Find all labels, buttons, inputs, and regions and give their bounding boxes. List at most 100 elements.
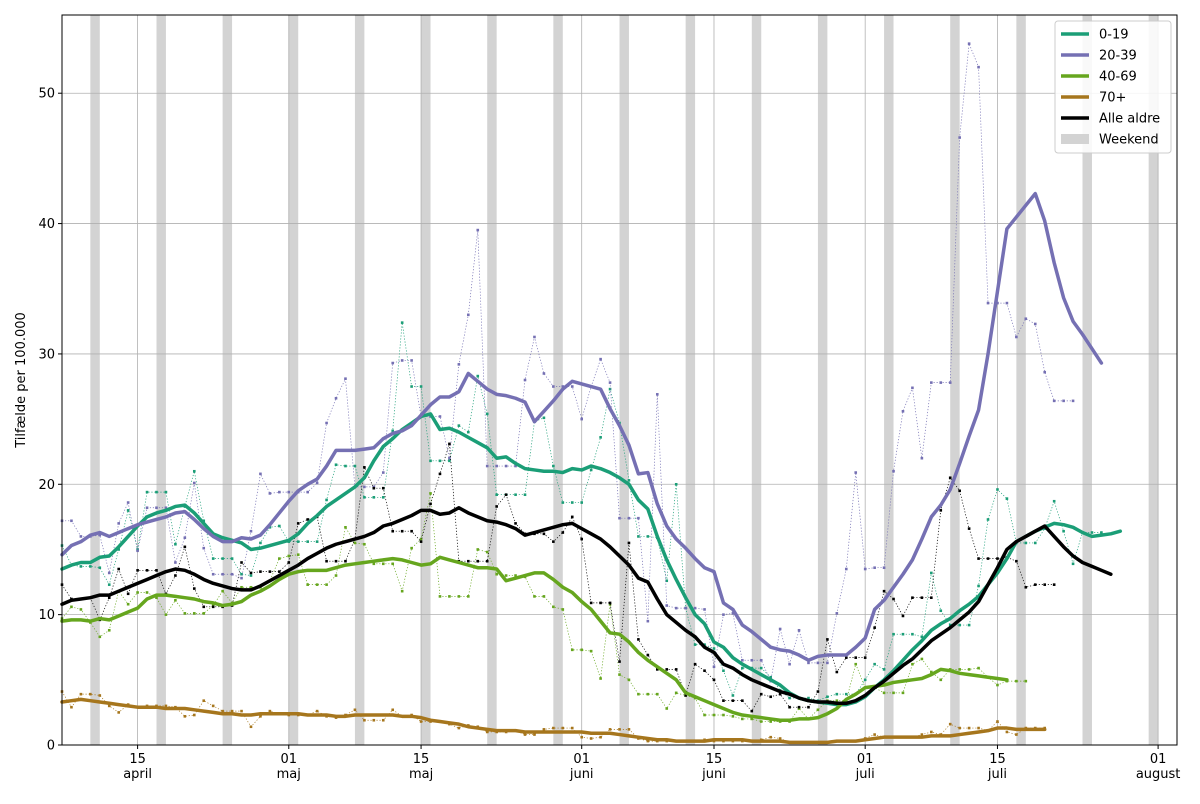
daily-point-40-69 <box>977 666 980 670</box>
daily-line-20-39 <box>62 43 1074 683</box>
daily-point-20-39 <box>778 627 782 631</box>
daily-point-40-69 <box>930 670 933 674</box>
daily-point-alle-aldre <box>107 596 111 599</box>
daily-point-70 <box>89 692 92 696</box>
daily-point-70 <box>599 735 602 739</box>
daily-point-alle-aldre <box>882 589 886 593</box>
daily-point-alle-aldre <box>296 522 300 525</box>
daily-point-0-19 <box>457 424 461 427</box>
daily-point-40-69 <box>580 648 584 652</box>
daily-point-20-39 <box>693 606 697 610</box>
x-tick-label: 15 april <box>123 752 152 782</box>
daily-point-alle-aldre <box>646 653 650 657</box>
daily-point-0-19 <box>419 385 423 388</box>
daily-point-70 <box>589 737 593 740</box>
daily-point-20-39 <box>637 516 640 520</box>
daily-point-alle-aldre <box>996 557 999 560</box>
daily-point-20-39 <box>1005 301 1009 305</box>
daily-point-20-39 <box>145 506 149 510</box>
daily-point-0-19 <box>996 488 999 491</box>
daily-point-20-39 <box>164 506 168 510</box>
daily-point-alle-aldre <box>977 557 980 560</box>
daily-point-20-39 <box>892 469 895 473</box>
daily-point-40-69 <box>145 591 149 594</box>
daily-point-40-69 <box>183 612 187 615</box>
daily-point-20-39 <box>1024 317 1028 321</box>
daily-point-40-69 <box>741 717 744 721</box>
daily-point-0-19 <box>977 584 980 588</box>
daily-point-40-69 <box>911 662 914 666</box>
daily-point-20-39 <box>117 522 120 525</box>
daily-point-20-39 <box>183 536 187 540</box>
daily-point-70 <box>70 705 73 709</box>
daily-point-alle-aldre <box>1052 583 1056 586</box>
weekend-band <box>354 15 365 745</box>
daily-point-20-39 <box>400 359 404 362</box>
weekend-band <box>1016 15 1026 745</box>
daily-point-20-39 <box>873 566 876 570</box>
daily-point-70 <box>419 720 423 723</box>
daily-point-70 <box>977 726 980 730</box>
daily-point-40-69 <box>164 613 168 616</box>
daily-point-70 <box>769 735 772 739</box>
daily-point-40-69 <box>495 572 498 576</box>
daily-point-20-39 <box>533 335 536 339</box>
daily-point-alle-aldre <box>1024 585 1028 589</box>
daily-point-20-39 <box>514 464 517 468</box>
daily-point-20-39 <box>674 606 678 610</box>
daily-point-alle-aldre <box>438 472 442 476</box>
daily-point-70 <box>107 704 111 708</box>
daily-point-40-69 <box>363 542 366 546</box>
daily-point-40-69 <box>126 602 130 606</box>
daily-point-40-69 <box>202 612 206 615</box>
daily-point-20-39 <box>410 359 413 362</box>
daily-point-alle-aldre <box>608 601 612 605</box>
legend-swatch-weekend <box>1061 134 1089 144</box>
daily-point-0-19 <box>1052 499 1056 503</box>
daily-point-0-19 <box>315 540 319 543</box>
daily-point-20-39 <box>627 516 631 520</box>
daily-point-0-19 <box>901 632 905 636</box>
daily-point-0-19 <box>221 557 224 560</box>
daily-point-alle-aldre <box>268 570 272 573</box>
plot-frame <box>61 14 1178 746</box>
daily-point-20-39 <box>741 658 744 662</box>
daily-point-0-19 <box>646 535 650 538</box>
daily-point-0-19 <box>523 493 527 497</box>
daily-point-70 <box>363 718 366 722</box>
daily-point-70 <box>183 715 187 718</box>
daily-point-70 <box>533 733 536 736</box>
daily-point-0-19 <box>514 493 517 497</box>
daily-point-70 <box>778 737 782 740</box>
daily-point-40-69 <box>344 526 347 529</box>
daily-point-20-39 <box>977 65 980 69</box>
daily-point-alle-aldre <box>400 529 404 533</box>
daily-point-40-69 <box>712 713 716 717</box>
daily-point-20-39 <box>826 661 829 665</box>
daily-point-40-69 <box>467 595 470 598</box>
daily-point-alle-aldre <box>325 559 328 563</box>
weekend-band <box>884 15 894 745</box>
daily-point-0-19 <box>240 572 243 576</box>
daily-point-40-69 <box>599 677 602 680</box>
weekend-band <box>619 15 629 745</box>
daily-point-40-69 <box>854 662 858 666</box>
daily-point-20-39 <box>504 464 508 468</box>
daily-point-20-39 <box>854 471 858 474</box>
daily-point-alle-aldre <box>372 486 376 490</box>
daily-point-0-19 <box>1033 541 1037 545</box>
weekend-band <box>553 15 563 745</box>
daily-point-70 <box>230 709 234 713</box>
daily-point-40-69 <box>306 583 309 586</box>
daily-point-40-69 <box>107 628 111 632</box>
daily-point-alle-aldre <box>211 605 215 609</box>
daily-point-0-19 <box>363 496 366 499</box>
daily-point-20-39 <box>174 561 177 564</box>
daily-point-20-39 <box>863 567 867 571</box>
daily-point-20-39 <box>495 464 498 468</box>
daily-point-40-69 <box>410 546 413 550</box>
daily-point-0-19 <box>107 583 111 586</box>
daily-point-alle-aldre <box>901 614 905 618</box>
